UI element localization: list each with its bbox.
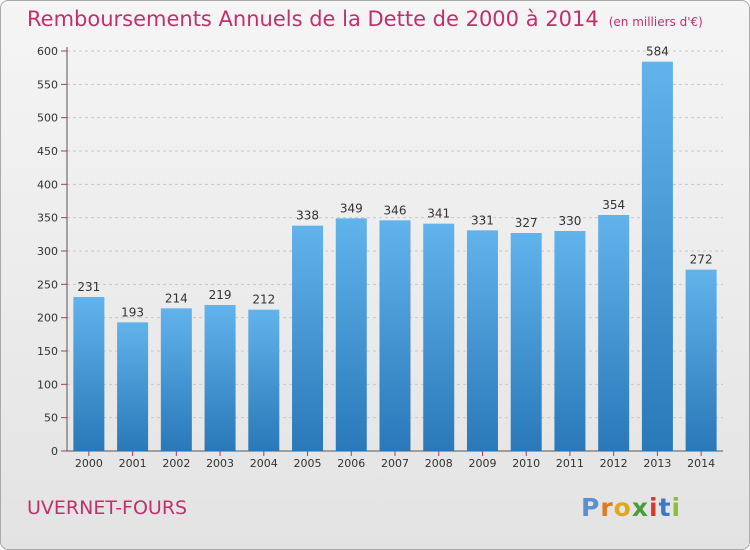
logo-letter: i: [649, 493, 659, 522]
y-tick-label: 400: [37, 178, 58, 191]
commune-name: UVERNET-FOURS: [27, 497, 188, 519]
title-unit: (en milliers d'€): [608, 15, 703, 29]
bar: [510, 233, 542, 451]
x-tick-label: 2002: [162, 457, 190, 470]
x-tick-label: 2010: [512, 457, 540, 470]
value-label: 331: [471, 213, 494, 227]
x-tick-label: 2008: [425, 457, 453, 470]
y-tick-label: 500: [37, 112, 58, 125]
x-tick-label: 2009: [468, 457, 496, 470]
value-label: 214: [165, 291, 188, 305]
x-tick-label: 2006: [337, 457, 365, 470]
y-tick-label: 200: [37, 312, 58, 325]
value-label: 349: [340, 201, 363, 215]
bar: [160, 308, 192, 451]
value-label: 219: [209, 288, 232, 302]
y-tick-label: 50: [44, 412, 58, 425]
x-tick-label: 2012: [600, 457, 628, 470]
y-tick-label: 550: [37, 78, 58, 91]
bar: [335, 218, 367, 451]
value-label: 346: [384, 203, 407, 217]
axes: 0 50 100 150 200 250 300 350 400 450 500 550 600 2000…: [37, 45, 723, 470]
value-label: 272: [690, 253, 713, 267]
bar: [292, 225, 324, 451]
bar: [554, 231, 586, 451]
bar: [685, 269, 717, 451]
logo-letter: i: [671, 493, 682, 522]
value-label: 212: [252, 293, 275, 307]
y-tick-label: 450: [37, 145, 58, 158]
x-tick-label: 2000: [75, 457, 103, 470]
bar: [423, 223, 455, 451]
y-tick-label: 150: [37, 345, 58, 358]
bar: [641, 61, 673, 452]
bar: [598, 215, 630, 451]
x-tick-label: 2011: [556, 457, 584, 470]
logo-letter: o: [613, 493, 632, 522]
value-label: 327: [515, 216, 538, 230]
x-tick-label: 2014: [687, 457, 715, 470]
logo-letter: t: [658, 493, 672, 522]
logo-letter: r: [600, 493, 614, 522]
chart-title: Remboursements Annuels de la Dette de 20…: [27, 7, 703, 31]
data-labels: 231 193 214 219 212 338 349 346 341 331 327 330 354 5…: [77, 45, 712, 320]
proxiti-logo: Proxiti: [581, 493, 681, 522]
y-tick-label: 250: [37, 278, 58, 291]
value-label: 338: [296, 209, 319, 223]
y-tick-label: 100: [37, 378, 58, 391]
bar: [248, 309, 280, 451]
x-tick-label: 2003: [206, 457, 234, 470]
value-label: 330: [558, 214, 581, 228]
x-tick-label: 2005: [294, 457, 322, 470]
bar: [73, 297, 105, 451]
value-label: 341: [427, 207, 450, 221]
y-tick-label: 600: [37, 45, 58, 58]
logo-letter: x: [631, 493, 649, 522]
y-tick-label: 300: [37, 245, 58, 258]
bar: [466, 230, 498, 451]
value-label: 193: [121, 305, 144, 319]
y-tick-label: 350: [37, 212, 58, 225]
value-label: 231: [77, 280, 100, 294]
bars: [73, 61, 717, 452]
title-text: Remboursements Annuels de la Dette de 20…: [27, 7, 599, 31]
bar: [117, 322, 149, 451]
x-tick-label: 2013: [643, 457, 671, 470]
x-tick-label: 2001: [119, 457, 147, 470]
x-tick-label: 2004: [250, 457, 278, 470]
y-tick-label: 0: [51, 445, 58, 458]
bar: [204, 305, 236, 451]
x-tick-label: 2007: [381, 457, 409, 470]
value-label: 584: [646, 45, 669, 59]
value-label: 354: [602, 198, 625, 212]
logo-letter: P: [581, 493, 601, 522]
bar: [379, 220, 411, 451]
